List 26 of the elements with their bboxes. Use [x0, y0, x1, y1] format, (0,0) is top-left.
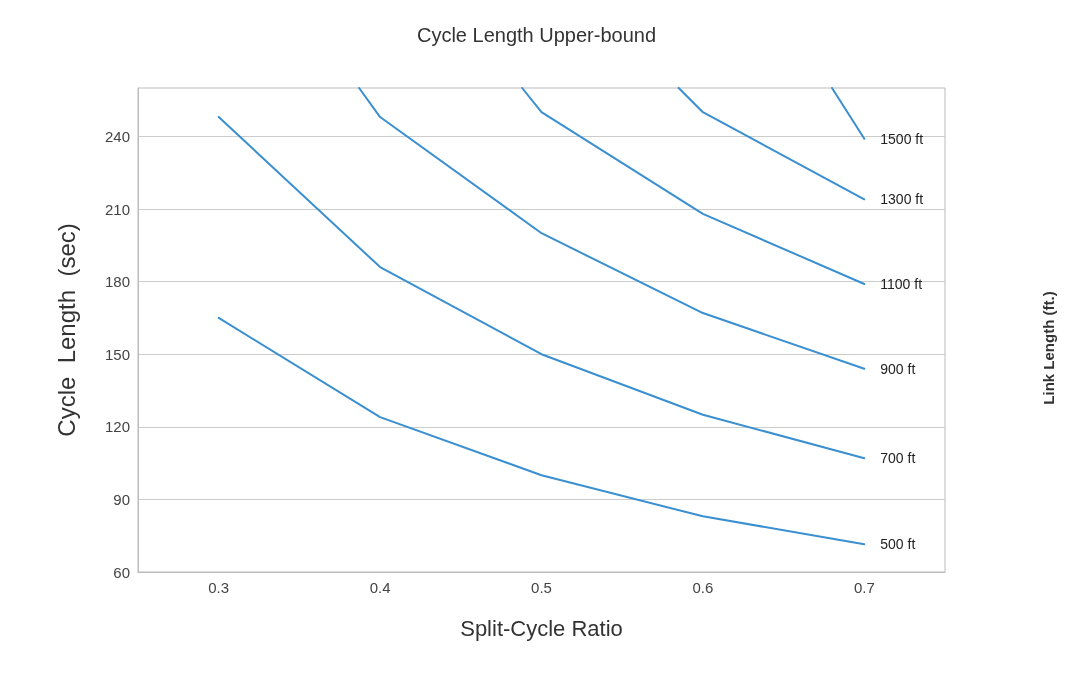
line-series [521, 87, 866, 286]
x-tick-label: 0.6 [692, 579, 714, 596]
series-label: 500 ft [880, 536, 916, 553]
series-label: 1300 ft [880, 191, 924, 208]
y-axis-title: Cycle Length (sec) [52, 223, 80, 437]
x-axis-title: Split-Cycle Ratio [460, 615, 623, 641]
x-tick-label: 0.7 [853, 579, 875, 596]
series-label: 1500 ft [880, 130, 924, 147]
x-tick-label: 0.5 [531, 579, 552, 596]
text: Link Length (ft.) [1039, 291, 1057, 405]
x-tick-label: 0.3 [208, 579, 230, 596]
series-label: 1100 ft [880, 276, 923, 293]
y-tick-label: 60 [113, 563, 130, 581]
line-series [358, 87, 866, 370]
line-series [217, 316, 866, 546]
series-label: 900 ft [880, 360, 916, 377]
y-tick-label: 240 [104, 127, 130, 145]
chart-title: Cycle Length Upper-bound [416, 24, 657, 46]
y-tick-label: 210 [104, 200, 130, 218]
x-tick-label: 0.4 [369, 579, 391, 596]
line-series [217, 116, 866, 460]
y-tick-label: 120 [104, 418, 130, 436]
y-tick-label: 180 [104, 273, 130, 291]
series-label: 700 ft [880, 450, 916, 467]
y-tick-label: 90 [113, 490, 130, 508]
y-tick-label: 150 [104, 345, 130, 363]
